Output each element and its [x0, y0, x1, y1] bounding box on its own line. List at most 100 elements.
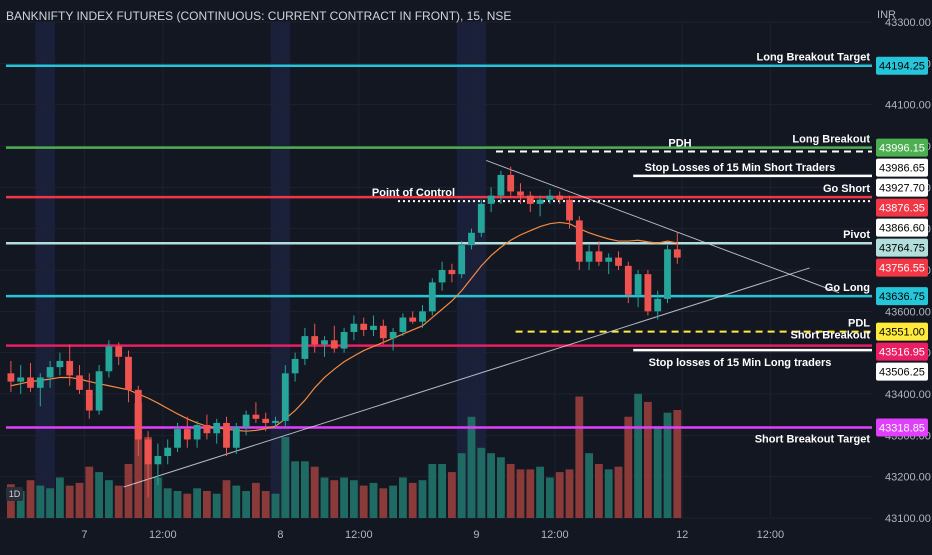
volume-bar — [448, 472, 456, 518]
volume-bar — [134, 403, 143, 518]
volume-bar — [203, 491, 211, 518]
volume-bar — [604, 469, 613, 518]
volume-bar — [154, 477, 162, 518]
price-badge-label: 43764.75 — [879, 243, 925, 255]
candle-body — [575, 220, 583, 262]
candle-body — [125, 356, 132, 390]
level-label: Short Breakout Target — [755, 434, 871, 446]
candle-body — [164, 447, 172, 456]
volume-bar — [428, 464, 437, 518]
price-badge — [876, 258, 928, 277]
volume-bar — [585, 453, 593, 518]
candle-body — [546, 195, 554, 200]
candle-body — [223, 422, 230, 448]
level-label: Long Breakout Target — [757, 52, 871, 64]
candle-body — [27, 377, 34, 388]
price-badge — [876, 418, 928, 437]
level-label: Stop losses of 15 Min Long traders — [649, 357, 832, 369]
volume-bar — [105, 480, 113, 518]
ema-line — [10, 221, 678, 432]
candle-body — [213, 422, 221, 434]
candle-body — [76, 375, 83, 390]
volume-bar — [212, 493, 221, 518]
candle-body — [458, 245, 466, 275]
price-badge — [876, 138, 928, 157]
currency-label: INR — [877, 9, 896, 21]
volume-bar — [506, 464, 515, 518]
price-badge-label: 43506.25 — [879, 367, 925, 379]
volume-bar — [124, 464, 133, 518]
trend-line — [123, 267, 810, 488]
price-badge-label: 43986.65 — [879, 163, 925, 175]
volume-bar — [575, 396, 584, 518]
volume-bar — [369, 482, 378, 518]
x-tick-label: 12:00 — [345, 529, 373, 541]
y-tick-label: 43400.00 — [885, 389, 931, 401]
level-label: Go Short — [823, 183, 870, 195]
level-label: Point of Control — [372, 187, 455, 199]
volume-bar — [565, 469, 574, 518]
interval-badge[interactable]: 1D — [6, 487, 23, 501]
candle-body — [85, 389, 93, 411]
x-tick-label: 12:00 — [541, 529, 569, 541]
volume-bar — [173, 491, 182, 518]
level-label: Long Breakout — [792, 134, 870, 146]
price-badge — [876, 362, 928, 381]
volume-bar — [65, 485, 74, 518]
candle-body — [46, 367, 54, 378]
candle-body — [448, 270, 456, 275]
volume-bar — [438, 464, 446, 518]
price-badge — [876, 56, 928, 75]
level-label: Go Long — [825, 282, 870, 294]
candle-body — [370, 325, 377, 330]
volume-bar — [261, 491, 270, 518]
volume-bar — [222, 480, 231, 518]
volume-bar — [399, 477, 407, 518]
volume-bar — [75, 482, 84, 518]
price-badge — [876, 322, 928, 341]
candle-body — [252, 414, 260, 419]
candle-body — [232, 427, 240, 448]
candle-body — [419, 311, 426, 322]
volume-bar — [16, 491, 25, 518]
volume-bar — [232, 485, 241, 518]
candle-body — [281, 373, 289, 421]
volume-bar — [183, 493, 192, 518]
volume-bar — [340, 477, 348, 518]
candle-body — [634, 274, 642, 295]
volume-bar — [36, 485, 45, 518]
volume-bar — [359, 485, 368, 518]
candle-body — [673, 249, 681, 258]
price-badge — [876, 178, 928, 197]
price-badge-label: 43516.95 — [879, 347, 925, 359]
candle-body — [497, 174, 505, 196]
volume-bar — [595, 464, 603, 518]
volume-bar — [663, 412, 672, 518]
price-badge-label: 43866.60 — [879, 223, 925, 235]
x-tick-label: 12:00 — [149, 529, 177, 541]
volume-bar — [408, 482, 417, 518]
price-badge-label: 43756.55 — [879, 263, 925, 275]
candle-body — [154, 456, 162, 465]
volume-bar — [350, 480, 358, 518]
volume-bar — [301, 461, 309, 518]
candle-body — [262, 418, 270, 423]
candle-body — [272, 420, 279, 423]
volume-bar — [242, 491, 250, 518]
candle-body — [526, 195, 534, 204]
candle-body — [409, 317, 417, 322]
y-tick-label: 43200.00 — [885, 472, 931, 484]
candle-body — [379, 325, 387, 339]
volume-bar — [95, 472, 103, 518]
candle-body — [615, 257, 622, 266]
price-badge-label: 44194.25 — [879, 61, 925, 73]
price-badge — [876, 198, 928, 217]
volume-bar — [536, 466, 544, 518]
volume-bar — [614, 466, 623, 518]
volume-bar — [526, 469, 535, 518]
candle-body — [360, 323, 368, 330]
volume-bar — [624, 416, 633, 518]
x-tick-label: 12 — [676, 529, 688, 541]
